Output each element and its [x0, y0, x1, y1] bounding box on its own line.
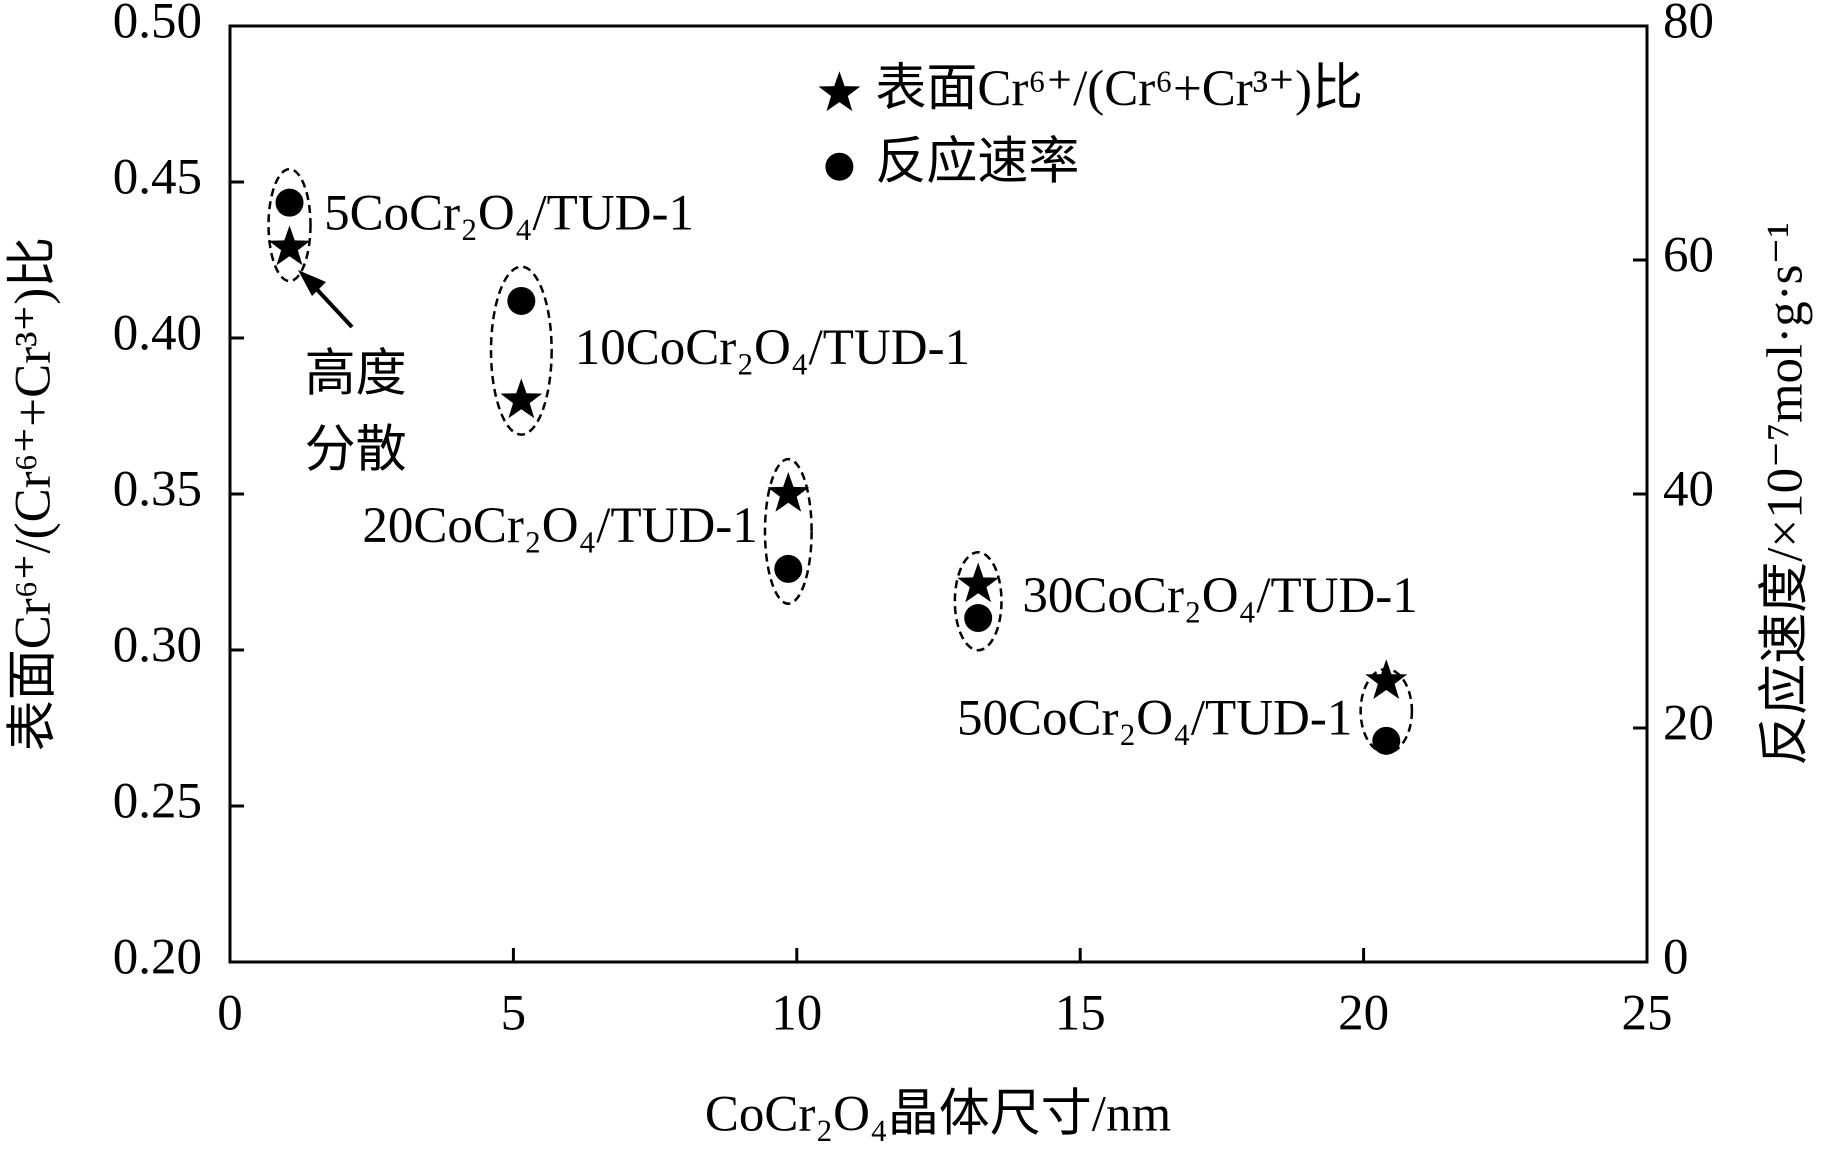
y-tick-label: 0.50 [113, 0, 202, 50]
circle-marker [964, 604, 993, 633]
point-label: 50CoCr₂O₄/TUD-1 [957, 691, 1352, 747]
y-tick-label: 0.30 [113, 618, 202, 674]
legend-marker [818, 71, 861, 112]
group-ellipse [489, 265, 553, 436]
y-tick-label: 0.20 [113, 930, 202, 986]
circle-marker [275, 188, 304, 217]
star-marker [500, 378, 543, 419]
group-ellipse [763, 457, 813, 605]
star-marker [957, 562, 1000, 603]
star-marker [767, 472, 810, 512]
x-axis-title: CoCr₂O₄晶体尺寸/nm [705, 1087, 1171, 1143]
x-tick-label: 15 [1055, 986, 1106, 1042]
annotation: 高度 [305, 347, 407, 403]
point-label: 20CoCr₂O₄/TUD-1 [362, 498, 757, 554]
y2-axis-title: 反应速度/×10⁻⁷mol·g·s⁻¹ [1758, 222, 1814, 766]
y2-tick-label: 20 [1663, 696, 1714, 752]
circle-marker [1372, 726, 1401, 755]
group-ellipse [267, 167, 312, 283]
y-tick-label: 0.35 [113, 462, 202, 518]
circle-marker [774, 554, 803, 583]
y2-tick-label: 40 [1663, 462, 1714, 518]
y2-tick-label: 0 [1663, 930, 1689, 986]
y-axis-title: 表面Cr⁶⁺/(Cr⁶⁺+Cr³⁺)比 [6, 237, 62, 752]
x-tick-label: 0 [217, 986, 243, 1042]
y-tick-label: 0.45 [113, 150, 202, 206]
y-tick-label: 0.40 [113, 306, 202, 362]
point-label: 10CoCr₂O₄/TUD-1 [575, 320, 970, 376]
x-tick-label: 25 [1622, 986, 1673, 1042]
point-label: 5CoCr₂O₄/TUD-1 [324, 186, 694, 242]
circle-marker [507, 286, 536, 315]
arrow [298, 270, 354, 329]
y2-tick-label: 80 [1663, 0, 1714, 50]
point-label: 30CoCr₂O₄/TUD-1 [1022, 568, 1417, 624]
x-tick-label: 20 [1338, 986, 1389, 1042]
legend-label: 反应速率 [875, 134, 1079, 190]
x-tick-label: 5 [501, 986, 527, 1042]
group-ellipse [953, 551, 1003, 652]
star-marker [1365, 659, 1408, 699]
y-tick-label: 0.25 [113, 774, 202, 830]
legend-label: 表面Cr⁶⁺/(Cr⁶+Cr³⁺)比 [875, 61, 1363, 117]
annotation: 分散 [305, 422, 407, 478]
star-marker [268, 225, 311, 266]
y2-tick-label: 60 [1663, 228, 1714, 284]
x-tick-label: 10 [771, 986, 822, 1042]
legend-marker [825, 152, 854, 181]
